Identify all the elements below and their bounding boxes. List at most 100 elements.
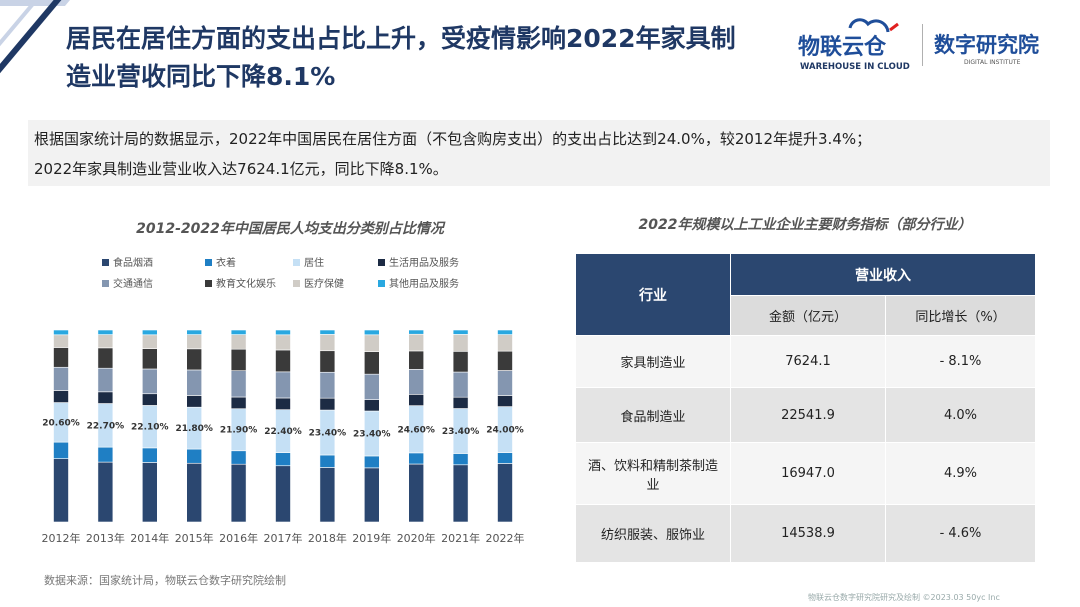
cell-industry: 纺织服装、服饰业 — [575, 504, 731, 563]
bar-segment — [97, 461, 114, 523]
x-tick-label: 2017年 — [264, 531, 303, 545]
bar-segment — [363, 351, 380, 375]
bar-segment — [319, 371, 336, 399]
legend-label: 生活用品及服务 — [389, 256, 459, 269]
bar-segment — [319, 334, 336, 352]
logo-right-main: 数字研究院 — [934, 33, 1039, 57]
table-title: 2022年规模以上工业企业主要财务指标（部分行业） — [638, 217, 972, 233]
x-tick-label: 2018年 — [308, 531, 347, 545]
bar-segment — [186, 329, 202, 335]
financial-indicators-table: 行业 营业收入 金额（亿元） 同比增长（%） 家具制造业 7624.1 - 8.… — [575, 253, 1036, 563]
bar-segment — [230, 370, 247, 398]
table-subheader-row: 金额（亿元） 同比增长（%） — [576, 295, 1036, 336]
bar-segment — [230, 329, 247, 335]
bar-segment — [497, 452, 513, 464]
bar-segment — [452, 351, 469, 373]
legend-label: 居住 — [304, 256, 324, 269]
bar-segment — [363, 329, 380, 336]
bar-segment — [275, 371, 291, 399]
x-tick-label: 2012年 — [42, 531, 81, 545]
legend-swatch — [378, 259, 385, 266]
bar-segment — [186, 395, 202, 408]
bar-segment — [53, 329, 69, 336]
x-tick-label: 2021年 — [441, 531, 480, 545]
logo-left-sub: WAREHOUSE IN CLOUD — [800, 62, 910, 72]
bar-segment — [230, 463, 247, 523]
bar-segment — [53, 458, 69, 523]
bar-segment — [275, 465, 291, 523]
data-label: 24.60% — [397, 425, 435, 435]
bar-segment — [53, 390, 69, 403]
header-industry: 行业 — [575, 253, 731, 336]
page-title-line2: 造业营收同比下降8.1% — [66, 62, 336, 91]
bar-segment — [97, 446, 114, 463]
cell-amount: 7624.1 — [730, 335, 886, 388]
bar-segment — [275, 349, 291, 373]
page-title: 居民在居住方面的支出占比上升，受疫情影响2022年家具制 造业营收同比下降8.1… — [66, 20, 806, 96]
chart-title: 2012-2022年中国居民人均支出分类别占比情况 — [136, 221, 444, 237]
cell-industry: 家具制造业 — [575, 335, 731, 388]
bar-segment — [97, 367, 114, 393]
data-label: 23.40% — [442, 427, 480, 437]
bar-segment — [363, 334, 380, 352]
header-revenue-group: 营业收入 — [730, 253, 1036, 296]
bar-segment — [408, 463, 425, 523]
footer-copyright: 物联云仓数字研究院研究及绘制 ©2023.03 50yc Inc — [808, 593, 1000, 602]
bar-segment — [497, 463, 513, 523]
logo-left-main: 物联云仓 — [798, 34, 887, 60]
cell-growth: 4.9% — [885, 442, 1036, 505]
logo-separator — [922, 24, 923, 66]
bar-segment — [363, 455, 380, 469]
data-label: 21.80% — [175, 424, 213, 434]
x-tick-label: 2013年 — [86, 531, 125, 545]
data-source-note: 数据来源：国家统计局，物联云仓数字研究院绘制 — [44, 574, 286, 587]
bar-segment — [275, 397, 291, 410]
legend-label: 教育文化娱乐 — [216, 277, 276, 290]
bar-segment — [53, 441, 69, 459]
data-label: 22.10% — [131, 423, 169, 433]
bar-segment — [53, 366, 69, 391]
bar-segment — [452, 453, 469, 466]
bar-segment — [497, 334, 513, 352]
table-row: 酒、饮料和精制茶制造业 16947.0 4.9% — [575, 442, 1036, 505]
digital-institute-logo: 数字研究院 DIGITAL INSTITUTE — [934, 33, 1039, 66]
bar-segment — [363, 467, 380, 523]
logo-right-sub: DIGITAL INSTITUTE — [964, 59, 1021, 66]
bar-segment — [230, 348, 247, 372]
x-tick-label: 2016年 — [219, 531, 258, 545]
summary-line2: 2022年家具制造业营业收入达7624.1亿元，同比下降8.1%。 — [34, 160, 448, 178]
cell-growth: - 8.1% — [885, 335, 1036, 388]
bar-segment — [408, 452, 425, 465]
bar-segment — [275, 452, 291, 467]
data-label: 22.40% — [264, 427, 302, 437]
legend-swatch — [293, 259, 300, 266]
x-tick-label: 2022年 — [486, 531, 525, 545]
bar-segment — [186, 448, 202, 464]
bar-segment — [497, 329, 513, 335]
legend-label: 食品烟酒 — [113, 256, 153, 269]
cell-amount: 16947.0 — [730, 442, 886, 505]
cell-amount: 14538.9 — [730, 504, 886, 563]
page-title-line1: 居民在居住方面的支出占比上升，受疫情影响2022年家具制 — [66, 24, 736, 53]
legend-label: 医疗保健 — [304, 277, 344, 290]
bar-segment — [452, 329, 469, 335]
bar-segment — [186, 462, 202, 523]
bar-segment — [230, 396, 247, 410]
cell-growth: - 4.6% — [885, 504, 1036, 563]
bar-segment — [142, 348, 158, 370]
bar-segment — [497, 395, 513, 407]
legend-swatch — [378, 280, 385, 287]
bar-segment — [97, 391, 114, 404]
bar-segment — [319, 329, 336, 335]
data-label: 24.00% — [486, 426, 524, 436]
bar-segment — [408, 329, 425, 335]
bar-segment — [186, 334, 202, 350]
header-amount: 金额（亿元） — [730, 295, 886, 336]
bar-segment — [497, 350, 513, 371]
bar-segment — [53, 334, 69, 348]
bar-segment — [186, 369, 202, 396]
bar-segment — [452, 464, 469, 523]
bar-segment — [452, 396, 469, 409]
data-label: 22.70% — [87, 421, 125, 431]
